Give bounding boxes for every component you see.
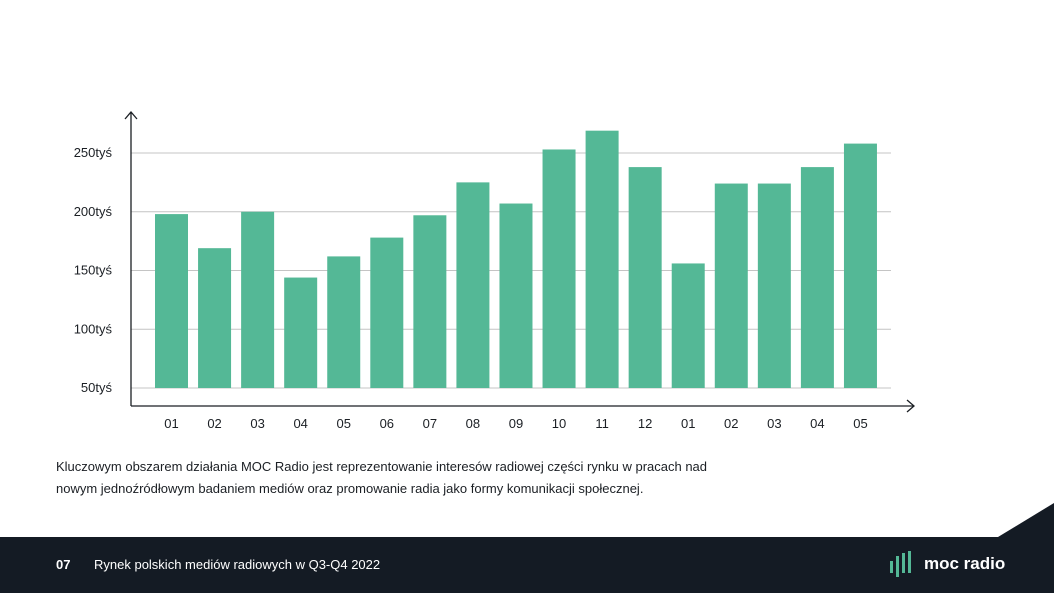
y-tick-label: 250tyś (74, 145, 113, 160)
x-tick-label: 10 (552, 416, 566, 431)
bar (757, 183, 791, 388)
logo-text: moc radio (924, 554, 1006, 573)
y-tick-label: 150tyś (74, 263, 113, 278)
x-tick-label: 08 (466, 416, 480, 431)
x-tick-label: 03 (767, 416, 781, 431)
logo-bars-icon (890, 551, 911, 577)
x-axis-arrow-icon (906, 399, 915, 413)
y-tick-label: 200tyś (74, 204, 113, 219)
x-tick-label: 05 (853, 416, 867, 431)
bar (241, 211, 275, 388)
bar (155, 214, 188, 388)
bar (413, 215, 447, 388)
logo: moc radio (890, 551, 1005, 577)
bar (499, 203, 533, 388)
footer (0, 537, 1054, 593)
bar (628, 167, 662, 388)
bar (198, 248, 232, 388)
description-text: Kluczowym obszarem działania MOC Radio j… (56, 459, 708, 496)
bar (714, 183, 748, 388)
bar (671, 263, 705, 388)
bar (370, 237, 404, 388)
x-tick-label: 11 (595, 416, 609, 431)
bar (843, 143, 877, 388)
y-tick-label: 100tyś (74, 321, 113, 336)
x-tick-label: 07 (423, 416, 437, 431)
bar (800, 167, 834, 388)
x-tick-label: 09 (509, 416, 523, 431)
bar (456, 182, 490, 388)
x-tick-label: 03 (250, 416, 264, 431)
bar-chart: 50tyś 100tyś 150tyś 200tyś 250tyś 01 02 03 04 05 0… (74, 111, 915, 431)
bar (542, 149, 576, 388)
bar (284, 277, 318, 388)
y-axis-arrow-icon (124, 111, 138, 120)
footer-title: Rynek polskich mediów radiowych w Q3-Q4 … (94, 557, 381, 572)
x-tick-label: 01 (681, 416, 695, 431)
page-number: 07 (56, 557, 71, 572)
y-tick-label: 50tyś (81, 380, 113, 395)
x-tick-label: 06 (380, 416, 394, 431)
bar (327, 256, 361, 388)
x-tick-label: 04 (293, 416, 307, 431)
x-tick-label: 02 (207, 416, 221, 431)
x-tick-label: 04 (810, 416, 824, 431)
x-tick-label: 12 (638, 416, 652, 431)
x-tick-label: 02 (724, 416, 738, 431)
x-tick-label: 01 (164, 416, 178, 431)
x-tick-label: 05 (337, 416, 351, 431)
bar (585, 130, 619, 389)
